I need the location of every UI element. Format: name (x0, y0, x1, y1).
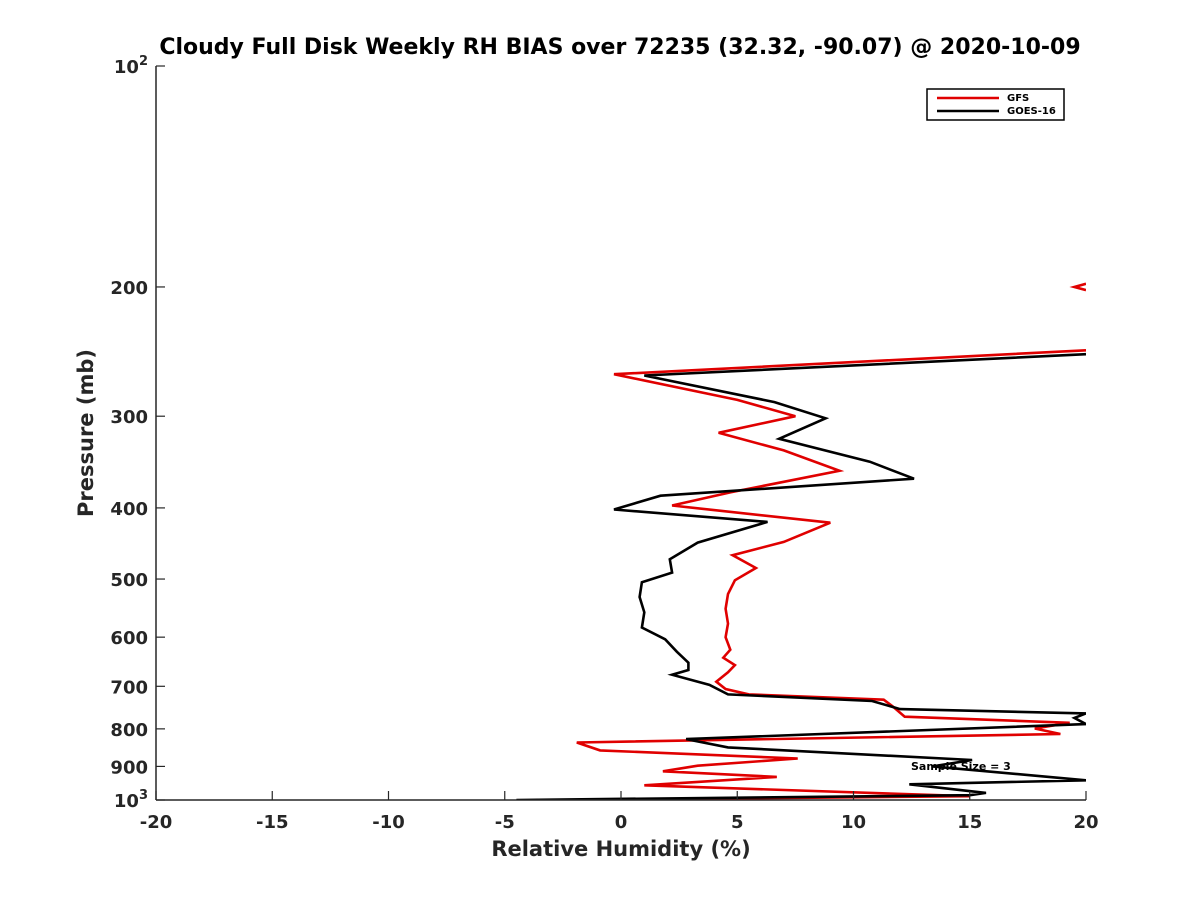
y-tick-label: 500 (110, 570, 148, 591)
x-tick-label: -5 (495, 812, 515, 833)
y-tick-label: 102 (114, 54, 148, 78)
y-tick-label: 103 (114, 788, 148, 812)
series-line-gfs-0 (1069, 282, 1086, 292)
sample-size-annotation: Sample Size = 3 (911, 760, 1011, 773)
y-ticks: 102 200 300 400 500 600 700 800 900 103 (110, 54, 165, 812)
x-tick-label: 20 (1073, 812, 1098, 833)
y-axis-label: Pressure (mb) (74, 349, 98, 517)
x-tick-label: 15 (957, 812, 982, 833)
x-ticks: -20 -15 -10 -5 0 5 10 15 20 (140, 791, 1099, 833)
y-tick-label: 600 (110, 628, 148, 649)
y-tick-label: 300 (110, 407, 148, 428)
y-tick-label: 400 (110, 499, 148, 520)
series-line-gfs-1 (576, 349, 1086, 800)
y-tick-label: 700 (110, 677, 148, 698)
chart-title: Cloudy Full Disk Weekly RH BIAS over 722… (159, 35, 1080, 60)
x-axis-label: Relative Humidity (%) (491, 837, 750, 861)
y-tick-label: 800 (110, 720, 148, 741)
legend-label-gfs: GFS (1007, 93, 1029, 104)
x-tick-label: -10 (372, 812, 405, 833)
x-tick-label: 0 (615, 812, 628, 833)
x-tick-label: 10 (841, 812, 866, 833)
y-tick-label: 900 (110, 757, 148, 778)
legend-box (926, 88, 1065, 121)
series-line-goes16-0 (516, 352, 1086, 800)
legend-label-goes16: GOES-16 (1007, 106, 1056, 117)
x-tick-label: -20 (140, 812, 173, 833)
x-tick-label: -15 (256, 812, 289, 833)
y-tick-label: 200 (110, 278, 148, 299)
x-tick-label: 5 (731, 812, 744, 833)
legend: GFS GOES-16 (926, 88, 1065, 121)
